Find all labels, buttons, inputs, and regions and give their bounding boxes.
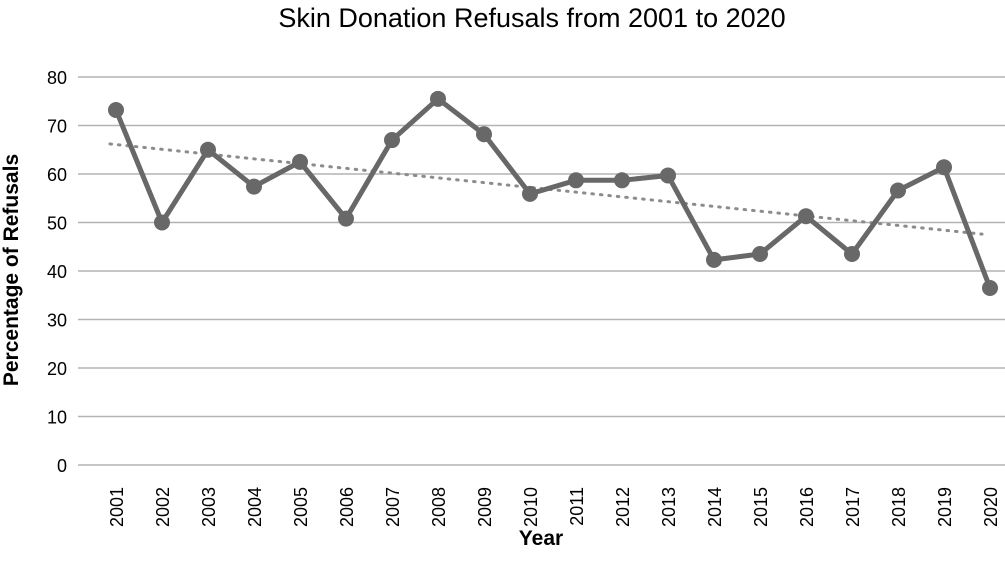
chart-title: Skin Donation Refusals from 2001 to 2020 [278, 3, 785, 33]
x-tick-label: 2012 [613, 487, 633, 527]
data-point [936, 159, 952, 176]
data-point [200, 141, 216, 158]
y-tick-label: 10 [47, 408, 67, 428]
x-tick-label: 2014 [705, 487, 725, 527]
y-tick-label: 60 [47, 165, 67, 185]
y-tick-label: 20 [47, 359, 67, 379]
x-tick-label: 2020 [981, 487, 1001, 527]
x-tick-label: 2004 [245, 487, 265, 527]
data-point [108, 101, 124, 118]
x-tick-label: 2006 [337, 487, 357, 527]
data-point [890, 182, 906, 199]
x-tick-label: 2009 [475, 487, 495, 527]
series-line [113, 96, 993, 289]
data-point [982, 279, 998, 296]
x-tick-label: 2018 [889, 487, 909, 527]
y-tick-label: 50 [47, 214, 67, 234]
data-point [798, 208, 814, 225]
series-group [108, 90, 998, 296]
x-tick-label: 2002 [153, 487, 173, 527]
y-tick-label: 40 [47, 262, 67, 282]
x-tick-label: 2008 [429, 487, 449, 527]
data-point [844, 246, 860, 263]
x-tick-label: 2017 [843, 487, 863, 527]
x-tick-label: 2003 [199, 487, 219, 527]
data-point [292, 153, 308, 170]
data-point [660, 167, 676, 184]
x-tick-label: 2019 [935, 487, 955, 527]
data-point [338, 210, 354, 227]
data-point [476, 126, 492, 143]
data-point [430, 90, 446, 107]
x-tick-label: 2011 [567, 487, 587, 526]
y-tick-label: 80 [47, 68, 67, 88]
data-point [706, 251, 722, 268]
y-axis-label: Percentage of Refusals [0, 154, 23, 386]
data-point [614, 172, 630, 189]
x-tick-label: 2001 [107, 487, 127, 527]
x-tick-label: 2015 [751, 487, 771, 527]
x-tick-label: 2010 [521, 487, 541, 527]
x-tick-label: 2005 [291, 487, 311, 527]
x-axis-ticks: 2001 2002 2003 2004 2005 2006 2007 2008 2009 2010… [107, 487, 1001, 527]
x-tick-label: 2007 [383, 487, 403, 527]
data-point [752, 246, 768, 263]
y-tick-label: 0 [57, 456, 67, 476]
x-axis-label: Year [519, 527, 563, 550]
trendline-group [108, 142, 984, 236]
data-point [522, 185, 538, 202]
x-tick-label: 2016 [797, 487, 817, 527]
data-point [246, 178, 262, 195]
data-point [154, 214, 170, 231]
x-tick-label: 2013 [659, 487, 679, 527]
data-point [384, 132, 400, 149]
trendline [108, 142, 984, 236]
y-axis-ticks: 0 10 20 30 40 50 60 70 80 [47, 68, 67, 476]
gridlines [78, 76, 1005, 466]
y-tick-label: 70 [47, 117, 67, 137]
data-point [568, 172, 584, 189]
y-tick-label: 30 [47, 311, 67, 331]
